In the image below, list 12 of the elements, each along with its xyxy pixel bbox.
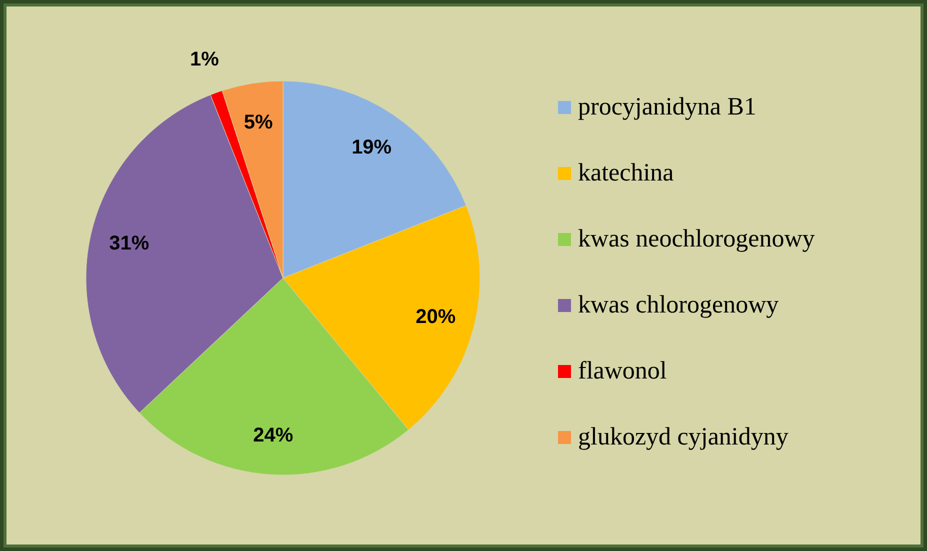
data-label: 24% [253, 424, 294, 446]
data-label: 19% [352, 136, 392, 159]
data-label: 20% [416, 306, 456, 328]
data-label: 1% [190, 48, 220, 71]
legend-label: flawonol [578, 358, 667, 384]
legend-label: kwas chlorogenowy [578, 292, 780, 318]
legend-label: kwas neochlorogenowy [578, 226, 816, 252]
data-label: 31% [109, 232, 150, 255]
legend-label: procyjanidyna B1 [578, 94, 756, 120]
data-label: 5% [244, 111, 274, 134]
legend-label: glukozyd cyjanidyny [578, 424, 789, 450]
legend-label: katechina [578, 160, 674, 186]
